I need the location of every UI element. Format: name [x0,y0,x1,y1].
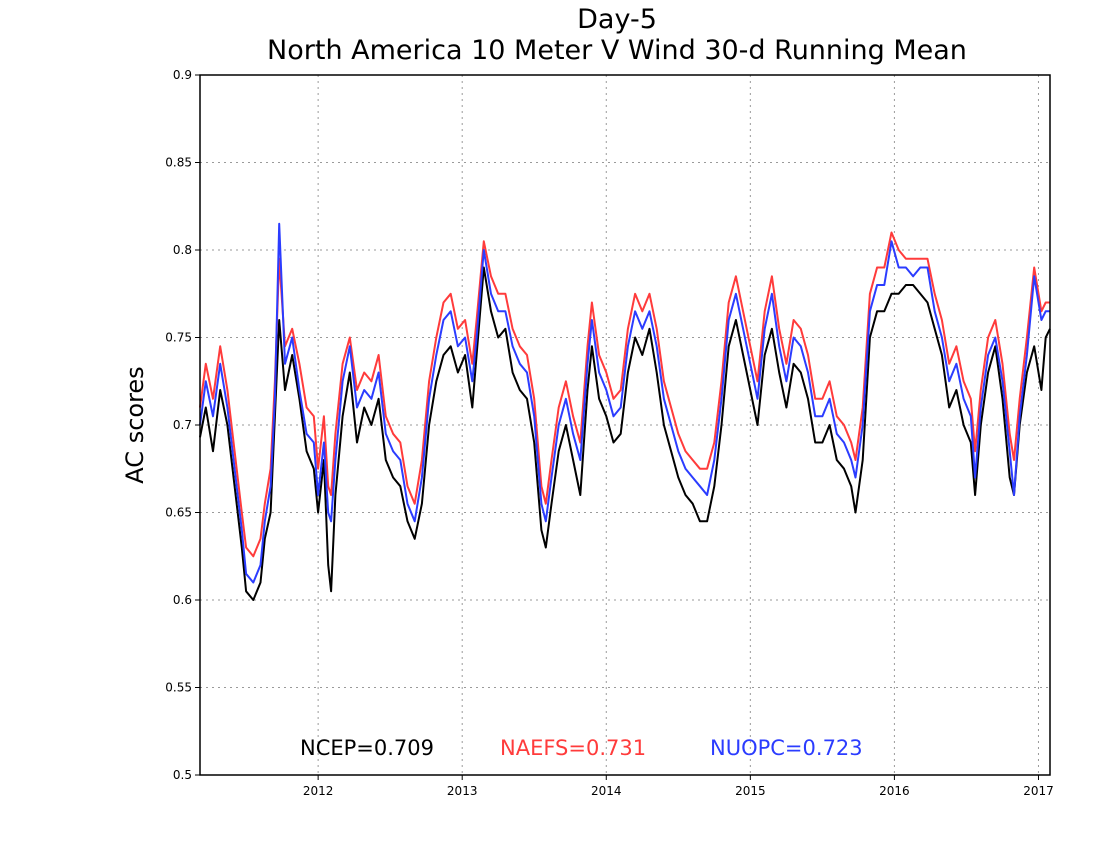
y-tick-label: 0.7 [173,418,192,432]
y-tick-label: 0.55 [165,681,192,695]
chart-subtitle: North America 10 Meter V Wind 30-d Runni… [267,35,967,66]
x-tick-label: 2013 [447,784,478,798]
series-line-naefs [199,231,1050,558]
y-tick-label: 0.85 [165,156,192,170]
series-line-nuopc [199,222,1050,584]
x-tick-label: 2015 [735,784,766,798]
y-tick-label: 0.9 [173,68,192,82]
series-lines [199,222,1051,601]
y-tick-label: 0.65 [165,506,192,520]
x-axis-ticks: 2012 2013 2014 2015 2016 2017 [303,775,1054,798]
y-axis-ticks: 0.5 0.55 0.6 0.65 0.7 0.75 0.8 0.85 0.9 [165,68,200,782]
series-line-ncep [199,266,1051,601]
x-tick-label: 2016 [879,784,910,798]
grid-lines [200,75,1050,775]
y-tick-label: 0.6 [173,593,192,607]
legend: NCEP=0.709 NAEFS=0.731 NUOPC=0.723 [300,736,863,760]
chart-title: Day-5 [577,4,657,35]
y-tick-label: 0.8 [173,243,192,257]
x-tick-label: 2017 [1023,784,1054,798]
legend-ncep: NCEP=0.709 [300,736,434,760]
y-axis-label: AC scores [121,366,149,483]
x-tick-label: 2014 [591,784,622,798]
x-tick-label: 2012 [303,784,334,798]
legend-nuopc: NUOPC=0.723 [710,736,863,760]
y-tick-label: 0.75 [165,331,192,345]
legend-naefs: NAEFS=0.731 [500,736,646,760]
y-tick-label: 0.5 [173,768,192,782]
